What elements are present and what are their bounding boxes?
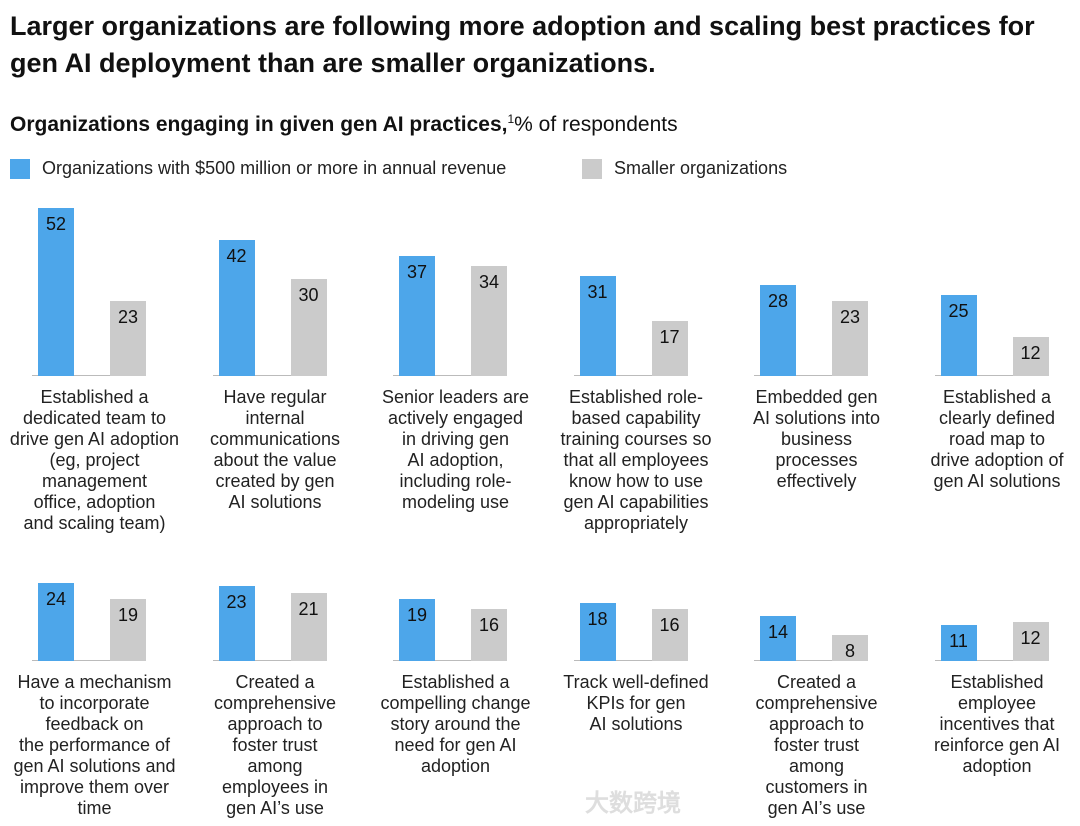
- baseline: [393, 660, 501, 661]
- data-label: 31: [587, 281, 608, 302]
- bar-plot: 31 17: [546, 196, 727, 376]
- bar-small-org: 8: [832, 635, 868, 661]
- bar-large-org: 28: [760, 285, 796, 376]
- legend-swatch-gray: [582, 158, 602, 179]
- bar-plot: 19 16: [365, 481, 546, 661]
- data-label: 17: [659, 326, 680, 347]
- data-label: 16: [659, 615, 680, 636]
- category-label: Have a mechanism to incorporate feedback…: [13, 672, 176, 818]
- baseline: [573, 660, 682, 661]
- bar-small-org: 19: [110, 599, 146, 661]
- bar-large-org: 11: [940, 625, 977, 661]
- data-label: 12: [1020, 343, 1041, 364]
- bar-large-org: 31: [579, 275, 616, 376]
- bar-large-org: 14: [760, 615, 796, 661]
- footnote-marker: 1: [507, 112, 515, 126]
- bar-small-org: 16: [651, 609, 688, 661]
- bar-large-org: 24: [38, 583, 74, 661]
- data-label: 28: [767, 291, 789, 312]
- data-label: 25: [948, 301, 969, 321]
- baseline: [934, 375, 1043, 376]
- bar-large-org: 19: [399, 599, 435, 661]
- bar-large-org: 25: [940, 295, 977, 376]
- category-label: Established a compelling change story ar…: [380, 672, 531, 776]
- category-label: Senior leaders are actively engaged in d…: [381, 387, 530, 512]
- bar-large-org: 42: [218, 239, 255, 376]
- category-label: Created a comprehensive approach to fost…: [213, 672, 337, 818]
- data-label: 24: [45, 589, 67, 610]
- watermark: 大数跨境: [585, 790, 681, 817]
- bar-small-org: 30: [290, 278, 327, 376]
- bar-large-org: 23: [218, 586, 255, 661]
- data-label: 37: [406, 262, 428, 283]
- data-label: 23: [117, 307, 139, 328]
- category-label: Established a clearly defined road map t…: [930, 387, 1064, 491]
- baseline: [32, 375, 140, 376]
- data-label: 11: [949, 631, 968, 652]
- legend-swatch-blue: [10, 158, 30, 179]
- data-label: 19: [117, 605, 139, 626]
- baseline: [393, 375, 501, 376]
- bar-plot: 42 30: [185, 196, 366, 376]
- data-label: 8: [844, 641, 855, 662]
- data-label: 34: [478, 271, 500, 292]
- bar-small-org: 21: [290, 592, 327, 661]
- bar-plot: 24 19: [4, 481, 185, 661]
- data-label: 12: [1020, 628, 1041, 649]
- data-label: 52: [45, 213, 67, 234]
- bar-plot: 18 16: [546, 481, 727, 661]
- baseline: [212, 660, 321, 661]
- bar-small-org: 23: [110, 301, 146, 376]
- bar-plot: 25 12: [907, 196, 1080, 376]
- baseline: [573, 375, 682, 376]
- data-label: 18: [587, 608, 608, 629]
- baseline: [212, 375, 321, 376]
- category-label: Created a comprehensive approach to fost…: [755, 672, 878, 818]
- category-label: Established a dedicated team to drive ge…: [9, 387, 180, 533]
- bar-large-org: 18: [579, 602, 616, 661]
- bar-plot: 37 34: [365, 196, 546, 376]
- bar-small-org: 17: [651, 320, 688, 376]
- data-label: 16: [478, 615, 500, 636]
- data-label: 23: [226, 592, 247, 613]
- data-label: 30: [298, 284, 319, 305]
- category-label: Have regular internal communications abo…: [209, 387, 341, 512]
- bar-plot: 52 23: [4, 196, 185, 376]
- bar-small-org: 23: [832, 301, 868, 376]
- baseline: [934, 660, 1043, 661]
- category-label: Established role- based capability train…: [560, 387, 712, 533]
- bar-large-org: 37: [399, 256, 435, 376]
- legend-label: Organizations with $500 million or more …: [42, 158, 507, 178]
- subtitle-bold: Organizations engaging in given gen AI p…: [10, 113, 508, 136]
- data-label: 14: [767, 621, 789, 642]
- category-label: Track well-defined KPIs for gen AI solut…: [563, 672, 709, 734]
- bar-small-org: 16: [471, 609, 507, 661]
- data-label: 23: [839, 307, 861, 328]
- bar-small-org: 12: [1012, 622, 1049, 661]
- bar-large-org: 52: [38, 207, 74, 376]
- baseline: [754, 375, 862, 376]
- legend-item-small: Smaller organizations: [582, 158, 787, 179]
- chart-title: Larger organizations are following more …: [10, 11, 1035, 78]
- data-label: 42: [226, 245, 247, 266]
- category-label: Embedded gen AI solutions into business …: [752, 387, 881, 491]
- bar-plot: 23 21: [185, 481, 366, 661]
- bar-small-org: 34: [471, 265, 507, 376]
- bar-small-org: 12: [1012, 337, 1049, 376]
- legend-label: Smaller organizations: [614, 158, 788, 178]
- data-label: 19: [406, 605, 428, 626]
- legend-item-large: Organizations with $500 million or more …: [10, 158, 506, 179]
- bar-plot: 11 12: [907, 481, 1080, 661]
- category-label: Established employee incentives that rei…: [933, 672, 1061, 776]
- subtitle-unit: % of respondents: [514, 113, 678, 136]
- baseline: [754, 660, 862, 661]
- bar-plot: 28 23: [726, 196, 907, 376]
- data-label: 21: [298, 598, 319, 619]
- baseline: [32, 660, 140, 661]
- chart-subtitle: Organizations engaging in given gen AI p…: [10, 112, 678, 137]
- bar-plot: 14 8: [726, 481, 907, 661]
